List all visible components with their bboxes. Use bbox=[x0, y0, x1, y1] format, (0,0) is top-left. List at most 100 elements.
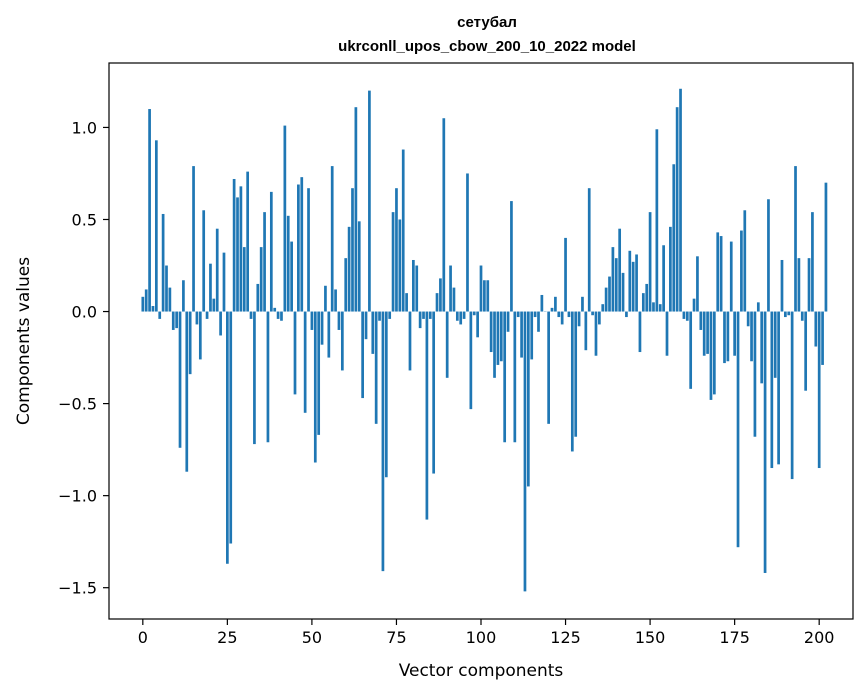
y-axis-ticks: −1.5 −1.0 −0.5 0.0 0.5 1.0 bbox=[58, 118, 109, 598]
bar-component-98 bbox=[472, 311, 476, 316]
bar-component-93 bbox=[455, 311, 459, 321]
bar-component-97 bbox=[469, 311, 473, 410]
bar-component-139 bbox=[611, 247, 615, 312]
bar-component-27 bbox=[232, 178, 236, 312]
bar-component-179 bbox=[746, 311, 750, 327]
bar-component-112 bbox=[520, 311, 523, 358]
bar-component-74 bbox=[391, 212, 395, 312]
bar-component-50 bbox=[310, 311, 314, 330]
x-tick-label: 75 bbox=[386, 628, 406, 647]
bar-component-135 bbox=[598, 311, 601, 325]
bar-component-151 bbox=[652, 302, 655, 312]
bar-component-16 bbox=[195, 311, 199, 325]
bar-component-88 bbox=[439, 278, 442, 312]
bar-component-133 bbox=[591, 311, 594, 316]
bar-component-137 bbox=[604, 287, 608, 312]
bar-component-37 bbox=[266, 311, 270, 443]
bar-component-44 bbox=[290, 241, 293, 312]
x-tick-label: 150 bbox=[635, 628, 666, 647]
bar-component-124 bbox=[560, 311, 564, 325]
bar-component-25 bbox=[226, 311, 229, 564]
bar-component-196 bbox=[804, 311, 808, 391]
bar-component-21 bbox=[212, 298, 216, 312]
bar-component-57 bbox=[334, 289, 337, 312]
bar-component-136 bbox=[601, 304, 605, 312]
bar-component-80 bbox=[412, 259, 415, 312]
chart-subtitle: ukrconll_upos_cbow_200_10_2022 model bbox=[338, 38, 636, 55]
bar-component-51 bbox=[313, 311, 317, 463]
x-tick-label: 100 bbox=[466, 628, 497, 647]
bar-component-83 bbox=[422, 311, 425, 319]
bar-component-165 bbox=[699, 311, 703, 330]
bar-component-54 bbox=[324, 285, 327, 312]
bar-component-184 bbox=[763, 311, 767, 573]
bar-component-78 bbox=[405, 293, 408, 312]
bar-component-145 bbox=[631, 261, 635, 312]
x-tick-label: 25 bbox=[217, 628, 237, 647]
bar-component-99 bbox=[476, 311, 479, 338]
x-tick-label: 50 bbox=[302, 628, 322, 647]
bar-component-46 bbox=[297, 184, 300, 312]
bar-component-194 bbox=[797, 258, 801, 312]
bars-group bbox=[141, 88, 828, 592]
x-tick-label: 200 bbox=[804, 628, 835, 647]
bar-component-89 bbox=[442, 118, 446, 312]
bar-component-111 bbox=[516, 311, 520, 318]
bar-component-113 bbox=[523, 311, 527, 592]
bar-component-147 bbox=[638, 311, 642, 353]
bar-component-146 bbox=[635, 254, 638, 312]
bar-component-35 bbox=[259, 247, 263, 312]
bar-component-4 bbox=[154, 140, 158, 312]
bar-component-31 bbox=[246, 171, 250, 312]
bar-component-114 bbox=[526, 311, 530, 487]
bar-component-138 bbox=[608, 276, 611, 312]
bar-component-23 bbox=[219, 311, 222, 336]
bar-component-20 bbox=[209, 263, 212, 312]
bar-component-104 bbox=[493, 311, 496, 378]
bar-component-157 bbox=[672, 164, 676, 312]
bar-component-152 bbox=[655, 129, 659, 312]
bar-component-148 bbox=[641, 293, 645, 312]
bar-component-22 bbox=[215, 228, 219, 312]
bar-component-32 bbox=[249, 311, 253, 319]
bar-component-55 bbox=[327, 311, 331, 358]
bar-component-131 bbox=[584, 311, 588, 351]
bar-component-141 bbox=[618, 228, 622, 312]
bar-component-144 bbox=[628, 250, 632, 312]
bar-component-30 bbox=[242, 247, 246, 312]
bar-component-38 bbox=[269, 191, 273, 312]
bar-component-13 bbox=[185, 311, 189, 472]
bar-component-115 bbox=[530, 311, 534, 360]
bar-component-201 bbox=[821, 311, 824, 365]
bar-component-192 bbox=[790, 311, 794, 480]
bar-component-143 bbox=[625, 311, 628, 318]
bar-component-120 bbox=[547, 311, 550, 424]
y-tick-label: 0.0 bbox=[72, 303, 97, 322]
bar-component-198 bbox=[811, 212, 814, 312]
bar-component-77 bbox=[401, 149, 405, 312]
bar-component-15 bbox=[192, 166, 195, 312]
bar-component-95 bbox=[462, 311, 466, 319]
bar-component-12 bbox=[182, 280, 185, 312]
bar-component-34 bbox=[256, 283, 260, 312]
bar-component-127 bbox=[570, 311, 574, 452]
bar-component-11 bbox=[178, 311, 182, 448]
bar-component-178 bbox=[743, 210, 747, 312]
bar-component-66 bbox=[364, 311, 368, 340]
bar-component-116 bbox=[533, 311, 537, 318]
bar-component-42 bbox=[283, 125, 287, 312]
bar-component-8 bbox=[168, 287, 172, 312]
bar-component-82 bbox=[418, 311, 422, 329]
bar-component-49 bbox=[307, 188, 310, 312]
bar-component-67 bbox=[368, 90, 371, 312]
chart-title: сетубал bbox=[457, 14, 517, 31]
bar-component-52 bbox=[317, 311, 321, 435]
bar-component-199 bbox=[814, 311, 818, 347]
bar-component-33 bbox=[253, 311, 256, 445]
bar-component-3 bbox=[151, 306, 155, 312]
bar-component-171 bbox=[719, 236, 723, 312]
bar-component-118 bbox=[540, 294, 544, 312]
bar-component-197 bbox=[807, 258, 811, 312]
bar-component-134 bbox=[594, 311, 598, 356]
